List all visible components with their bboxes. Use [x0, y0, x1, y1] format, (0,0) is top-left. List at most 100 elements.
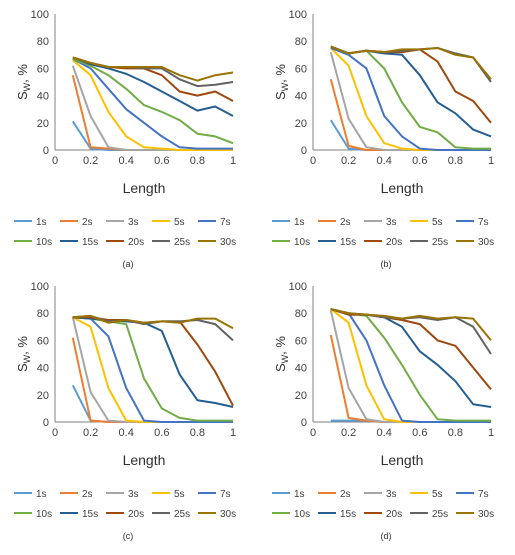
chart-panel-1: 0 20 40 60 80 100 0 0.2 0.4 0.6 0.8 1 SW, % Length 1s 2… — [272, 9, 494, 269]
y-tick-label: 0 — [301, 417, 307, 429]
legend-label-30s: 30s — [478, 509, 494, 520]
panel-label: (c) — [123, 531, 134, 541]
chart-panel-2: 0 20 40 60 80 100 0 0.2 0.4 0.6 0.8 1 SW, % Length 1s 2… — [14, 281, 236, 541]
x-tick-label: 0 — [310, 427, 316, 439]
x-tick-label: 0.8 — [448, 155, 463, 167]
legend-label-15s: 15s — [82, 237, 98, 248]
x-axis-label: Length — [381, 180, 424, 196]
legend-label-10s: 10s — [36, 509, 52, 520]
y-tick-label: 80 — [37, 308, 49, 320]
y-tick-label: 100 — [289, 281, 307, 293]
legend-label-3s: 3s — [128, 489, 139, 500]
y-tick-label: 20 — [37, 118, 49, 130]
series-line-30s — [72, 56, 234, 82]
y-tick-label: 40 — [295, 363, 307, 375]
x-tick-label: 1 — [488, 427, 494, 439]
y-tick-label: 100 — [31, 281, 49, 293]
panel-label: (b) — [381, 259, 392, 269]
series-line-3s — [329, 51, 491, 151]
legend-label-2s: 2s — [340, 217, 351, 228]
legend-label-30s: 30s — [220, 509, 236, 520]
legend-label-2s: 2s — [82, 217, 93, 228]
series-line-7s — [72, 316, 233, 423]
x-tick-label: 0 — [52, 427, 58, 439]
legend-label-15s: 15s — [340, 237, 356, 248]
series-line-30s — [330, 45, 492, 80]
panel-label: (a) — [123, 259, 134, 269]
legend-label-3s: 3s — [128, 217, 139, 228]
legend-label-1s: 1s — [36, 489, 47, 500]
y-tick-label: 60 — [295, 335, 307, 347]
chart-panel-3: 0 20 40 60 80 100 0 0.2 0.4 0.6 0.8 1 SW, % Length 1s 2… — [272, 281, 494, 541]
legend-label-15s: 15s — [82, 509, 98, 520]
y-tick-label: 100 — [289, 9, 307, 21]
y-tick-label: 60 — [295, 63, 307, 75]
legend-label-10s: 10s — [294, 509, 310, 520]
y-axis-label: SW, % — [15, 336, 32, 372]
series-line-30s — [330, 308, 492, 342]
series-line-10s — [330, 308, 491, 422]
legend-label-30s: 30s — [478, 237, 494, 248]
legend-label-5s: 5s — [174, 489, 185, 500]
x-tick-label: 0 — [52, 155, 58, 167]
y-tick-label: 60 — [37, 63, 49, 75]
legend-label-25s: 25s — [432, 237, 448, 248]
x-tick-label: 0.8 — [448, 427, 463, 439]
legend-label-5s: 5s — [174, 217, 185, 228]
x-tick-label: 0.2 — [341, 155, 356, 167]
legend-label-20s: 20s — [386, 509, 402, 520]
legend-label-3s: 3s — [386, 217, 397, 228]
x-tick-label: 1 — [230, 155, 236, 167]
legend-label-20s: 20s — [128, 237, 144, 248]
y-tick-label: 60 — [37, 335, 49, 347]
legend-label-25s: 25s — [174, 509, 190, 520]
legend-label-15s: 15s — [340, 509, 356, 520]
y-tick-label: 20 — [37, 390, 49, 402]
x-tick-label: 0.8 — [190, 427, 205, 439]
series-line-15s — [72, 56, 234, 117]
series-line-30s — [72, 314, 234, 330]
legend-label-10s: 10s — [294, 237, 310, 248]
x-tick-label: 0.4 — [377, 155, 392, 167]
x-tick-label: 0.6 — [154, 427, 169, 439]
panel-label: (d) — [381, 531, 392, 541]
y-tick-label: 80 — [37, 36, 49, 48]
x-tick-label: 0.4 — [119, 155, 134, 167]
legend-label-3s: 3s — [386, 489, 397, 500]
y-tick-label: 80 — [295, 36, 307, 48]
series-line-7s — [72, 58, 233, 150]
x-tick-label: 0.6 — [154, 155, 169, 167]
x-tick-label: 0.4 — [377, 427, 392, 439]
series-line-3s — [329, 310, 491, 423]
series-line-10s — [72, 316, 233, 422]
series-line-5s — [72, 59, 233, 151]
series-line-7s — [330, 308, 491, 423]
legend-label-25s: 25s — [174, 237, 190, 248]
x-axis-label: Length — [381, 452, 424, 468]
series-line-7s — [330, 47, 491, 151]
legend-label-7s: 7s — [220, 489, 231, 500]
legend-label-7s: 7s — [478, 489, 489, 500]
legend-label-20s: 20s — [128, 509, 144, 520]
legend-label-10s: 10s — [36, 237, 52, 248]
y-tick-label: 40 — [37, 91, 49, 103]
legend-label-20s: 20s — [386, 237, 402, 248]
y-tick-label: 0 — [43, 145, 49, 157]
x-tick-label: 0.2 — [341, 427, 356, 439]
legend-label-7s: 7s — [478, 217, 489, 228]
y-tick-label: 80 — [295, 308, 307, 320]
y-tick-label: 0 — [301, 145, 307, 157]
legend-label-1s: 1s — [36, 217, 47, 228]
x-tick-label: 0.6 — [412, 427, 427, 439]
legend-label-2s: 2s — [340, 489, 351, 500]
series-line-5s — [72, 316, 233, 423]
legend-label-1s: 1s — [294, 217, 305, 228]
x-tick-label: 1 — [230, 427, 236, 439]
x-axis-label: Length — [123, 452, 166, 468]
y-tick-label: 100 — [31, 9, 49, 21]
legend-label-30s: 30s — [220, 237, 236, 248]
y-axis-label: SW, % — [273, 336, 290, 372]
series-line-10s — [72, 57, 234, 145]
